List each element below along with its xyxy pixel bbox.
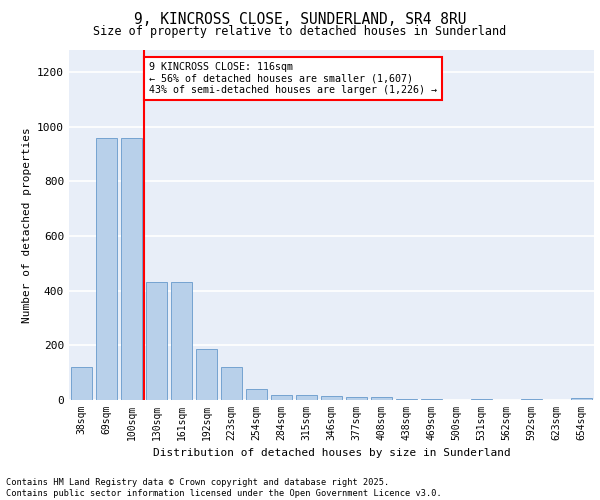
Bar: [271, 395, 292, 400]
Y-axis label: Number of detached properties: Number of detached properties: [22, 127, 32, 323]
Bar: [221, 367, 242, 400]
Bar: [396, 398, 417, 400]
Bar: [146, 282, 167, 400]
Bar: [246, 389, 267, 400]
Text: Size of property relative to detached houses in Sunderland: Size of property relative to detached ho…: [94, 25, 506, 38]
Bar: [296, 395, 317, 400]
Bar: [571, 398, 592, 400]
Bar: [421, 398, 442, 400]
Bar: [71, 367, 92, 400]
Bar: [371, 398, 392, 400]
Text: Contains HM Land Registry data © Crown copyright and database right 2025.
Contai: Contains HM Land Registry data © Crown c…: [6, 478, 442, 498]
Bar: [521, 398, 542, 400]
X-axis label: Distribution of detached houses by size in Sunderland: Distribution of detached houses by size …: [152, 448, 511, 458]
Bar: [121, 138, 142, 400]
Text: 9 KINCROSS CLOSE: 116sqm
← 56% of detached houses are smaller (1,607)
43% of sem: 9 KINCROSS CLOSE: 116sqm ← 56% of detach…: [149, 62, 437, 96]
Bar: [321, 396, 342, 400]
Text: 9, KINCROSS CLOSE, SUNDERLAND, SR4 8RU: 9, KINCROSS CLOSE, SUNDERLAND, SR4 8RU: [134, 12, 466, 28]
Bar: [471, 398, 492, 400]
Bar: [171, 282, 192, 400]
Bar: [96, 138, 117, 400]
Bar: [196, 350, 217, 400]
Bar: [346, 398, 367, 400]
